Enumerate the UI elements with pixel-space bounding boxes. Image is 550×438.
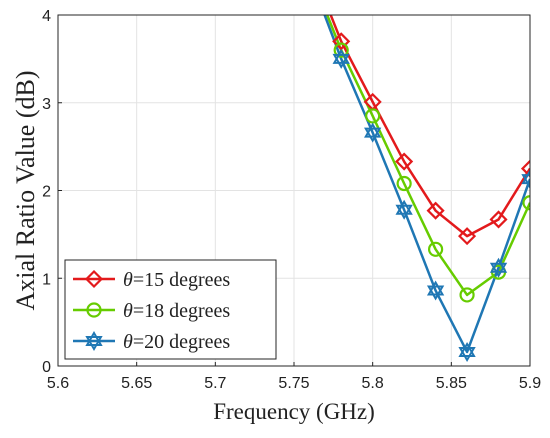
series-0-point-5 [458,227,477,246]
series-0-point-1 [332,32,351,51]
series-line-2 [323,15,530,354]
series-1-point-7 [522,195,530,211]
series-1-point-2 [365,108,381,124]
series-2-point-3-up [395,199,413,215]
series-2-point-6 [489,257,508,278]
series-1-point-5 [459,287,475,303]
x-tick-label-0: 5.6 [47,375,69,392]
series-2-point-5 [458,341,476,362]
series-0-point-7 [520,159,530,178]
legend-label-text-2: =20 degrees [133,331,231,353]
x-tick-label-5: 5.85 [436,375,467,392]
legend-label-text-1: =18 degrees [133,300,231,322]
series-2-point-3 [395,199,413,220]
x-tick-label-6: 5.9 [519,375,541,392]
y-tick-label-0: 0 [42,359,51,376]
legend-theta-symbol-0: θ [123,269,133,291]
legend-label-2: θ=20 degrees [123,331,230,353]
x-tick-label-4: 5.8 [362,375,384,392]
series-2-point-6-down [489,262,508,278]
series-2-point-1 [332,48,350,69]
x-tick-label-2: 5.7 [204,375,226,392]
series-0-point-6 [489,210,508,229]
x-axis-label: Frequency (GHz) [213,399,375,424]
y-tick-label-2: 2 [42,184,51,201]
series-2-point-4-down [426,285,445,301]
y-tick-label-3: 3 [42,96,51,113]
series-2-point-6-up [489,257,508,273]
legend-label-0: θ=15 degrees [123,269,230,291]
series-2-point-2-down [364,127,382,143]
legend-label-text-0: =15 degrees [133,269,231,291]
series-2-point-5-up [458,341,476,357]
series-1-point-4 [428,241,444,257]
series-2-point-7-up [521,169,530,185]
series-2-point-2 [364,122,382,143]
legend-marker-2-down [85,336,103,351]
series-2-point-4 [426,280,445,301]
series-2-point-7-down [521,174,530,190]
series-2-point-3-down [395,204,413,220]
legend-marker-1 [86,302,102,318]
legend-marker-2 [85,331,103,351]
legend-label-1: θ=18 degrees [123,300,230,322]
series-2-point-4-up [426,280,445,296]
y-tick-label-4: 4 [42,8,51,25]
series-2-point-7 [521,169,530,190]
x-tick-label-1: 5.65 [121,375,152,392]
legend-theta-symbol-1: θ [123,300,133,322]
legend-marker-2-up [85,331,103,346]
y-axis-label: Axial Ratio Value (dB) [11,71,40,311]
series-1-point-1 [333,42,349,58]
series-1-point-3 [396,175,412,192]
series-2-point-5-down [458,346,476,362]
series-2-point-1-up [332,48,350,64]
series-2-point-1-down [332,53,350,69]
legend-marker-0 [84,269,104,289]
legend-theta-symbol-2: θ [123,331,133,353]
series-0-point-4 [426,201,445,220]
series-markers [332,32,530,362]
series-2-point-2-up [364,122,382,138]
y-tick-label-1: 1 [42,271,51,288]
x-tick-label-3: 5.75 [278,375,309,392]
series-0-point-3 [395,152,414,171]
axis-ticks: 5.6 5.65 5.7 5.75 5.8 5.85 5.9 0 1 2 3 4 [42,8,541,392]
